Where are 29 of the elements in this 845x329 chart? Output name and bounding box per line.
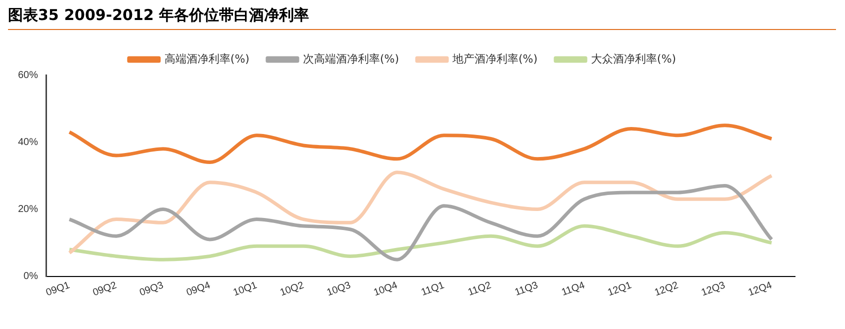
legend-label: 地产酒净利率(%) <box>452 52 538 66</box>
x-tick-label: 10Q3 <box>326 280 353 299</box>
y-tick-label: 0% <box>24 271 38 282</box>
x-tick-label: 12Q2 <box>653 280 680 299</box>
x-tick-label: 09Q3 <box>138 280 166 299</box>
x-tick-label: 10Q1 <box>232 280 260 299</box>
legend-label: 高端酒净利率(%) <box>164 52 250 66</box>
legend-label: 次高端酒净利率(%) <box>302 52 400 66</box>
line-series <box>68 124 774 164</box>
x-tick-label: 12Q3 <box>700 280 728 299</box>
legend-label: 大众酒净利率(%) <box>591 52 676 66</box>
x-tick-label: 11Q3 <box>513 280 540 298</box>
x-tick-label: 09Q1 <box>44 280 72 299</box>
x-tick-label: 11Q2 <box>466 280 494 298</box>
x-tick-label: 09Q4 <box>185 280 212 299</box>
line-series <box>68 184 774 262</box>
x-tick-label: 11Q4 <box>560 280 587 298</box>
x-tick-label: 11Q1 <box>420 280 446 298</box>
line-series <box>68 170 774 255</box>
y-tick-label: 60% <box>18 70 38 81</box>
x-tick-label: 09Q2 <box>91 280 119 299</box>
y-tick-label: 20% <box>18 204 38 215</box>
y-tick-label: 40% <box>18 136 38 148</box>
line-series <box>68 224 774 262</box>
x-tick-label: 12Q4 <box>746 280 774 299</box>
chart-title: 图表35 2009-2012 年各价位带白酒净利率 <box>8 6 836 30</box>
x-tick-label: 10Q2 <box>278 280 306 299</box>
x-tick-label: 12Q1 <box>606 280 634 299</box>
x-tick-label: 10Q4 <box>372 280 400 299</box>
